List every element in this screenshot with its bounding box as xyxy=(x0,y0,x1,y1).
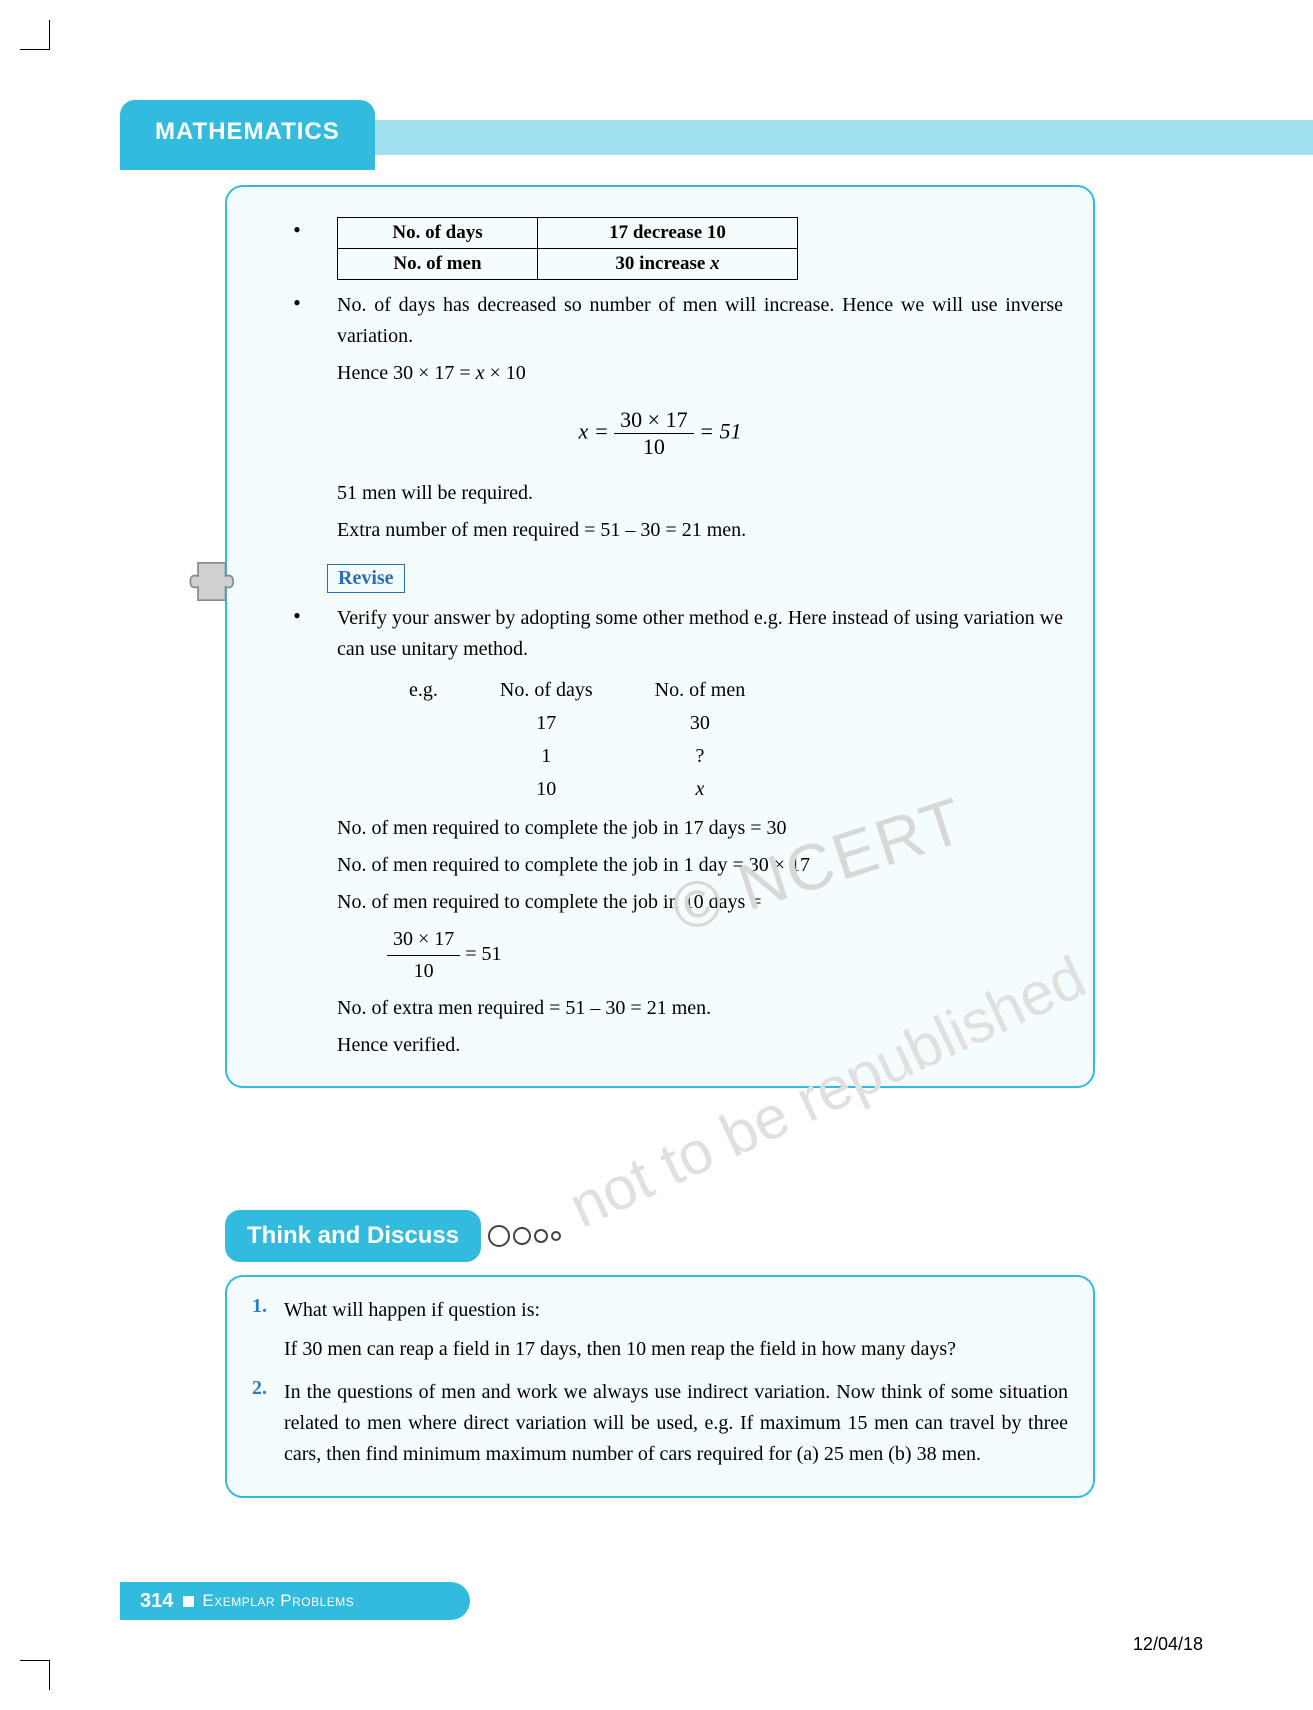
table-cell: No. of men xyxy=(338,249,538,280)
body-text: No. of days has decreased so number of m… xyxy=(337,290,1063,352)
solution-box: • No. of days 17 decrease 10 No. of men … xyxy=(225,185,1095,1088)
table-cell: e.g. xyxy=(379,675,468,706)
question-number: 1. xyxy=(252,1295,284,1326)
body-text: Verify your answer by adopting some othe… xyxy=(337,603,1063,665)
think-discuss-header: Think and Discuss xyxy=(225,1210,561,1262)
question-text: If 30 men can reap a field in 17 days, t… xyxy=(284,1334,1068,1365)
variation-table: No. of days 17 decrease 10 No. of men 30… xyxy=(337,217,798,280)
header-bar xyxy=(375,120,1313,155)
footer-square-icon xyxy=(183,1596,194,1607)
table-cell: 17 decrease 10 xyxy=(538,218,798,249)
crop-mark-bottom xyxy=(20,1660,50,1690)
body-text: No. of extra men required = 51 – 30 = 21… xyxy=(337,993,1063,1024)
equation-result: = 51 xyxy=(699,419,741,444)
fraction-denominator: 10 xyxy=(387,956,460,987)
example-table: e.g. No. of days No. of men 1730 1? 10x xyxy=(377,673,777,807)
question-text: In the questions of men and work we alwa… xyxy=(284,1377,1068,1470)
fraction-numerator: 30 × 17 xyxy=(614,407,693,434)
body-text: Hence 30 × 17 = x × 10 xyxy=(337,358,1063,389)
body-text: 51 men will be required. xyxy=(337,478,1063,509)
table-cell: x xyxy=(625,774,776,805)
decorative-circles xyxy=(485,1225,561,1247)
revise-section: Revise xyxy=(257,564,1063,593)
puzzle-icon xyxy=(187,554,242,609)
equation: x = 30 × 17 10 = 51 xyxy=(257,407,1063,460)
discuss-box: 1. What will happen if question is: If 3… xyxy=(225,1275,1095,1498)
question-text: What will happen if question is: xyxy=(284,1295,1068,1326)
subject-tab: MATHEMATICS xyxy=(120,100,375,170)
page-header: MATHEMATICS xyxy=(120,100,1313,170)
equation: 30 × 17 10 = 51 xyxy=(387,924,1063,987)
table-cell: No. of men xyxy=(625,675,776,706)
table-cell: 17 xyxy=(470,708,623,739)
bullet-icon: • xyxy=(257,290,337,352)
fraction-numerator: 30 × 17 xyxy=(387,924,460,956)
table-cell: 1 xyxy=(470,741,623,772)
circle-icon xyxy=(513,1227,531,1245)
crop-mark-top xyxy=(20,20,50,50)
bullet-icon: • xyxy=(257,217,337,280)
page-footer: 314 Exemplar Problems xyxy=(120,1582,470,1620)
circle-icon xyxy=(534,1229,548,1243)
circle-icon xyxy=(551,1231,561,1241)
think-discuss-tab: Think and Discuss xyxy=(225,1210,481,1262)
table-cell: No. of days xyxy=(470,675,623,706)
footer-label: Exemplar Problems xyxy=(202,1591,354,1611)
bullet-icon: • xyxy=(257,603,337,665)
table-cell: No. of days xyxy=(338,218,538,249)
body-text: Extra number of men required = 51 – 30 =… xyxy=(337,515,1063,546)
equation-result: = 51 xyxy=(465,943,501,965)
body-text: No. of men required to complete the job … xyxy=(337,887,1063,918)
circle-icon xyxy=(488,1225,510,1247)
revise-label: Revise xyxy=(327,564,405,593)
table-cell: ? xyxy=(625,741,776,772)
body-text: No. of men required to complete the job … xyxy=(337,850,1063,881)
table-cell: 10 xyxy=(470,774,623,805)
question-number: 2. xyxy=(252,1377,284,1470)
body-text: Hence verified. xyxy=(337,1030,1063,1061)
table-cell: 30 increase x xyxy=(538,249,798,280)
body-text: No. of men required to complete the job … xyxy=(337,813,1063,844)
fraction-denominator: 10 xyxy=(614,434,693,460)
date-stamp: 12/04/18 xyxy=(1133,1634,1203,1655)
table-cell: 30 xyxy=(625,708,776,739)
table-text: 30 increase x xyxy=(615,253,719,274)
page-number: 314 xyxy=(140,1590,173,1613)
